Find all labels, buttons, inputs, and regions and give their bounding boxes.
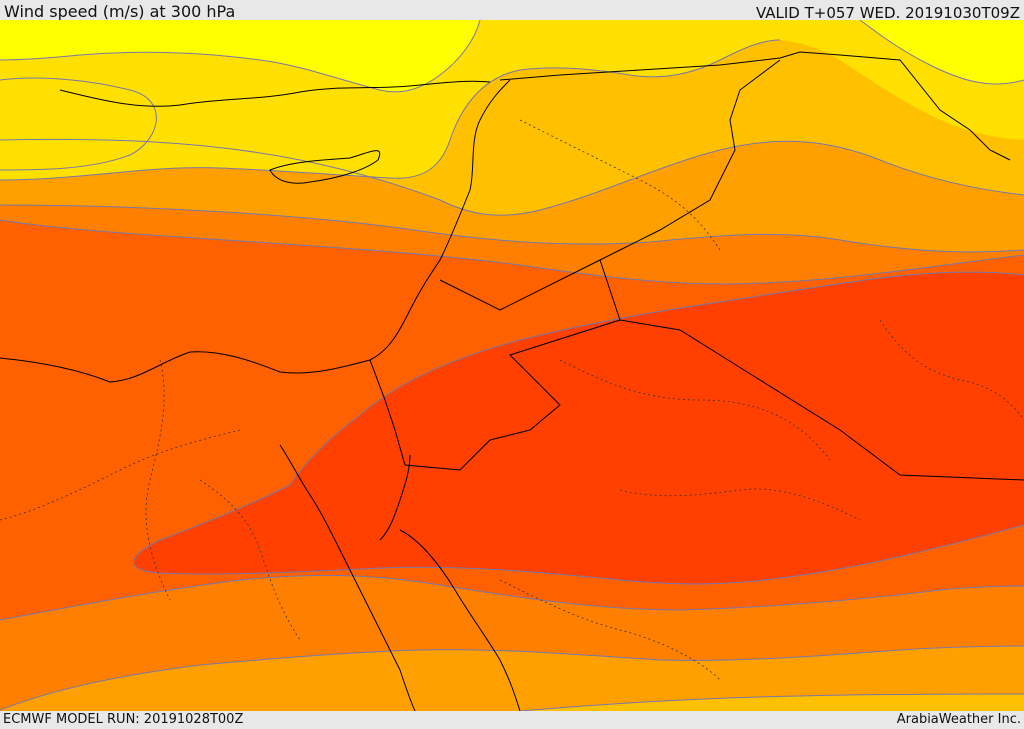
- province-borders: [0, 119, 1024, 681]
- band-yellow: [0, 20, 480, 92]
- map-footer: ECMWF MODEL RUN: 20191028T00Z ArabiaWeat…: [0, 711, 1024, 729]
- band-amber: [520, 694, 1024, 711]
- band-orange-light: [0, 646, 1024, 711]
- band-yellow: [860, 20, 1024, 85]
- band-gold: [0, 20, 1024, 180]
- band-red-orange: [133, 272, 1024, 584]
- map-title: Wind speed (m/s) at 300 hPa: [4, 2, 236, 21]
- band-gold: [0, 78, 157, 170]
- model-run: ECMWF MODEL RUN: 20191028T00Z: [3, 712, 244, 727]
- speed-contours: [0, 20, 1024, 711]
- map-header: Wind speed (m/s) at 300 hPa VALID T+057 …: [0, 0, 1024, 22]
- coastlines: [0, 79, 521, 711]
- country-borders: [369, 51, 1024, 481]
- valid-time: VALID T+057 WED. 20191030T09Z: [755, 4, 1020, 22]
- wind-speed-field: [0, 20, 1024, 711]
- weather-map[interactable]: [0, 20, 1024, 711]
- credit: ArabiaWeather Inc.: [896, 712, 1021, 727]
